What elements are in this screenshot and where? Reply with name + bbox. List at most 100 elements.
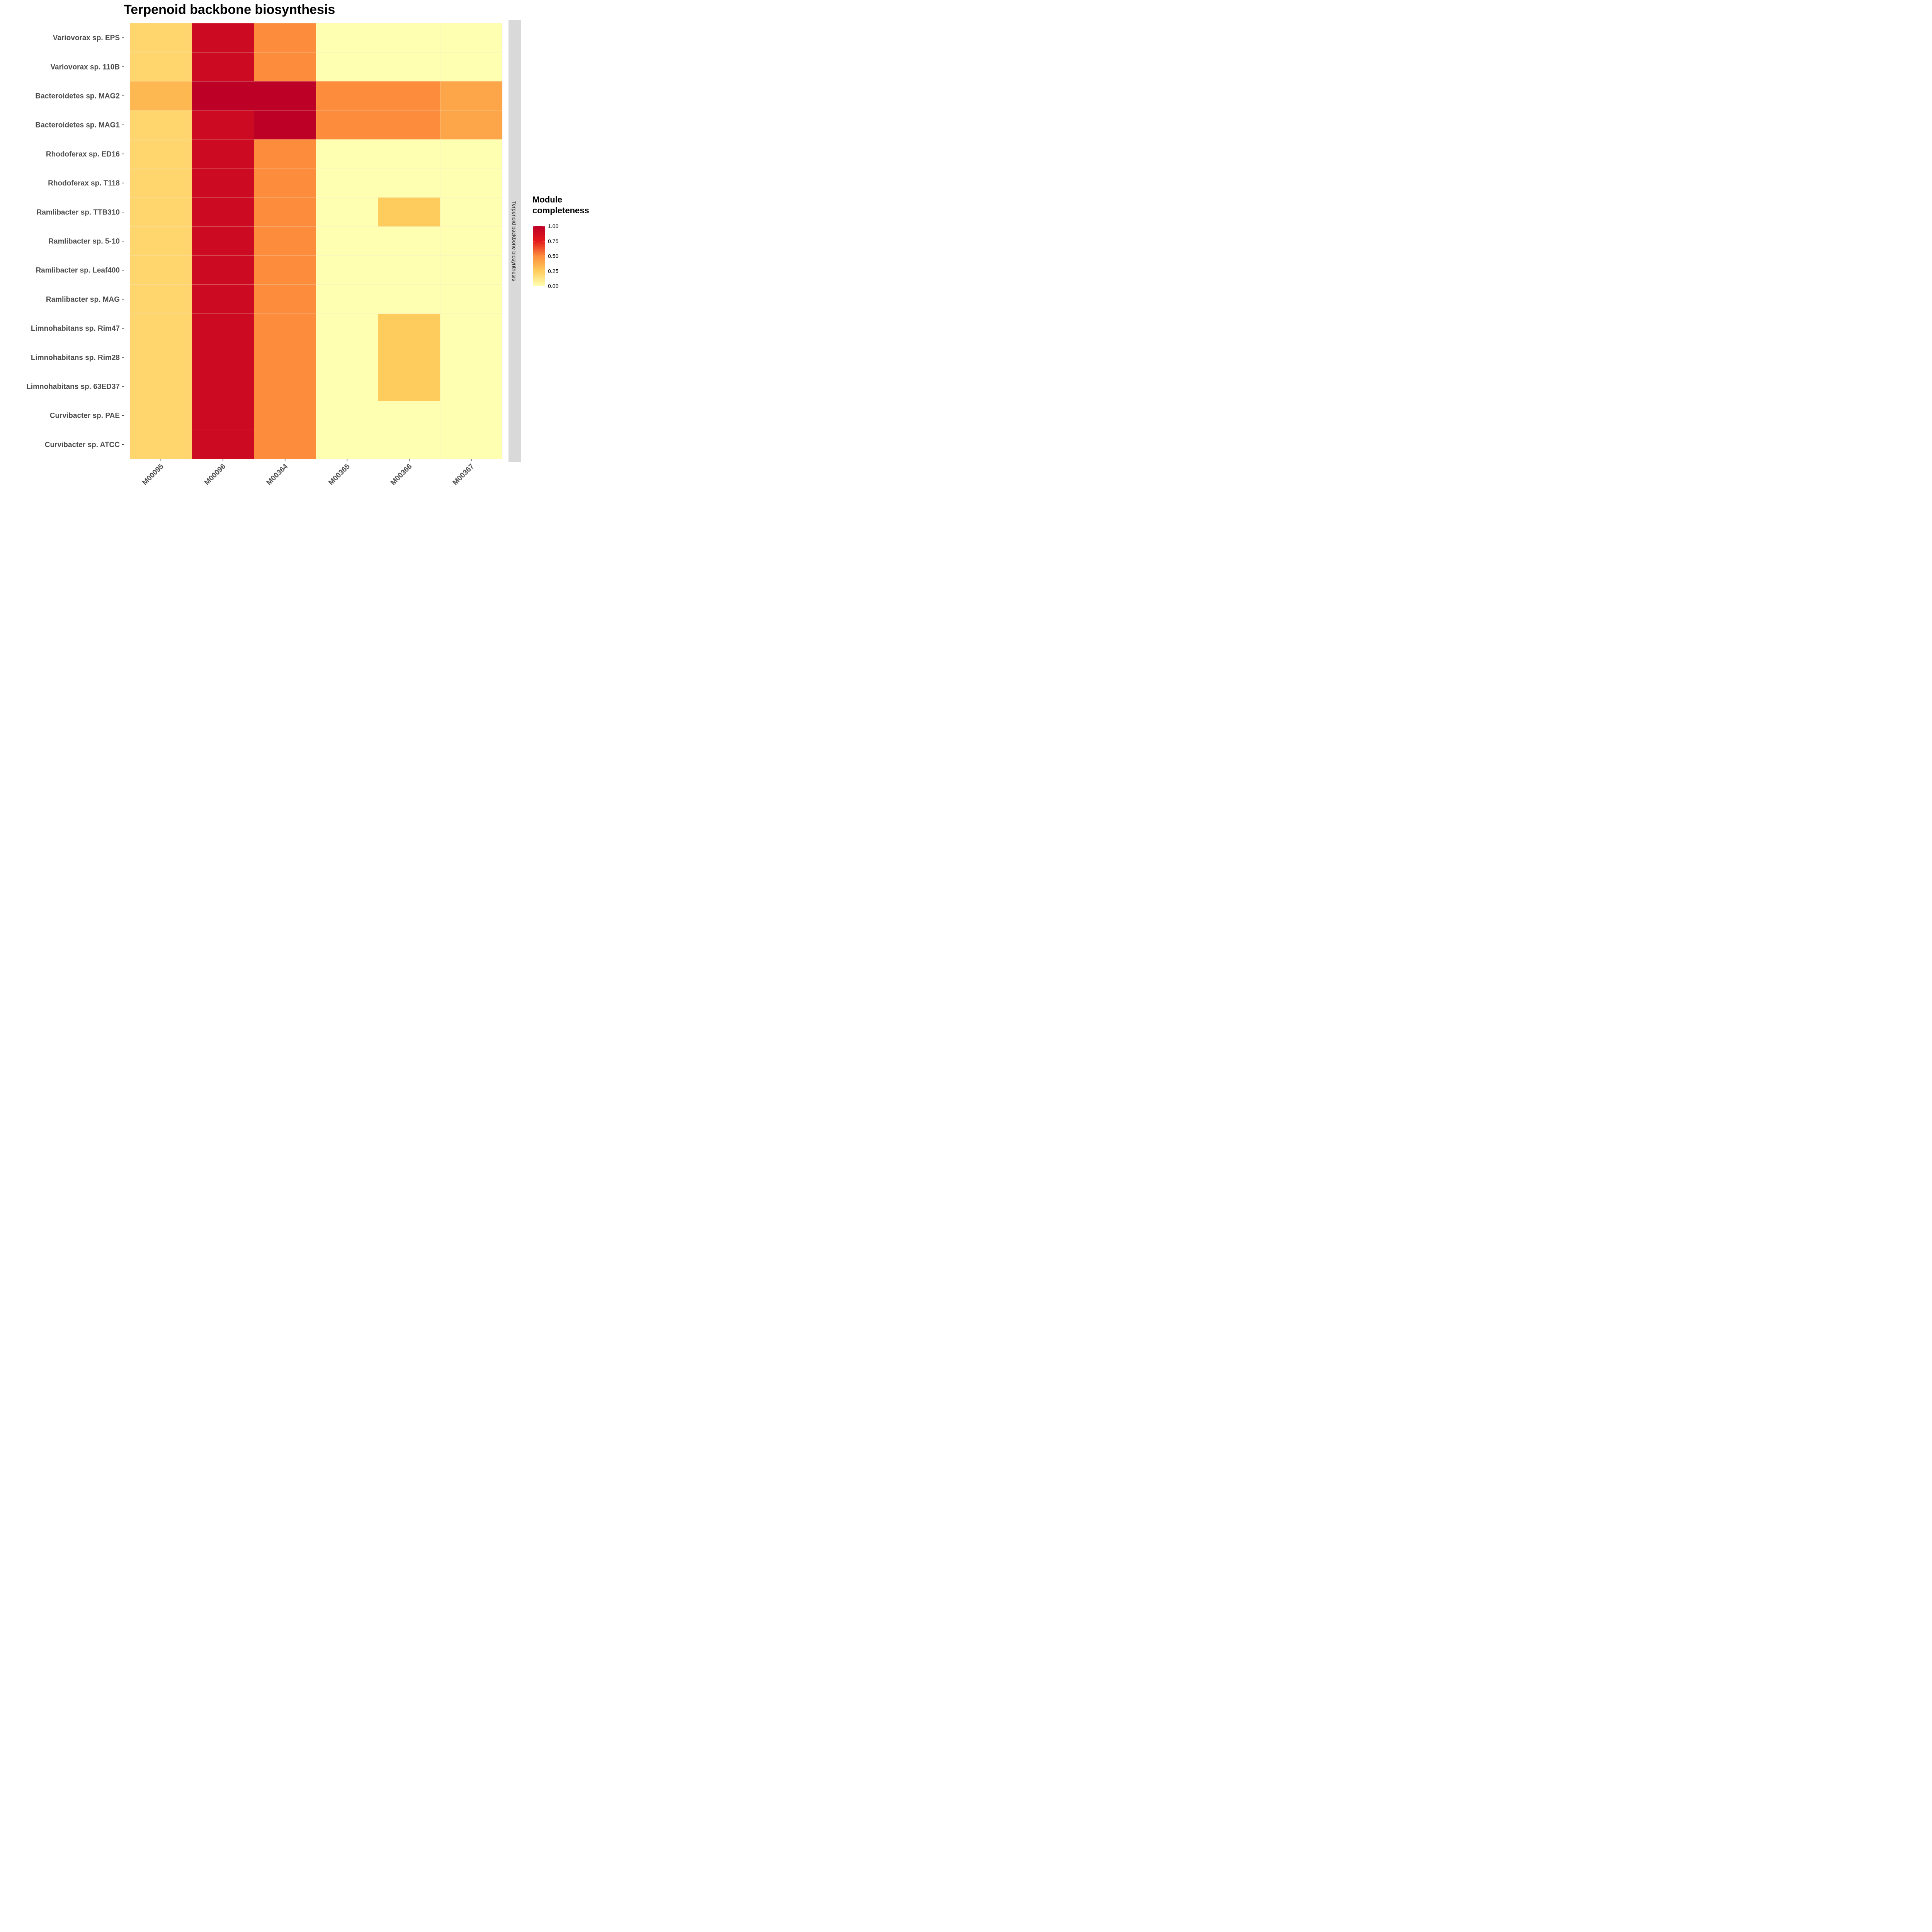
heatmap-cell xyxy=(254,23,316,53)
legend-title-line1: Module xyxy=(532,195,562,204)
heatmap-cell xyxy=(254,430,316,459)
legend-tick-label: 1.00 xyxy=(548,223,558,229)
heatmap-cell xyxy=(378,52,440,82)
heatmap-cell xyxy=(192,430,254,459)
heatmap-cell xyxy=(316,313,378,343)
y-tick-label: Rhodoferax sp. T118 xyxy=(48,179,120,187)
heatmap-cell xyxy=(316,226,378,256)
heatmap-cell xyxy=(192,168,254,198)
x-axis: M00095 M00096 M00364 M00365 M00366 M00367 xyxy=(141,459,476,487)
heatmap-cell xyxy=(316,168,378,198)
heatmap-cell xyxy=(440,110,503,139)
heatmap-cell xyxy=(254,313,316,343)
heatmap-cell xyxy=(440,372,503,401)
heatmap-cell xyxy=(129,23,192,53)
x-tick-label: M00367 xyxy=(451,463,476,487)
heatmap-cell xyxy=(378,197,440,227)
heatmap-cell xyxy=(440,52,503,82)
y-axis: Variovorax sp. EPS Variovorax sp. 110B Bac… xyxy=(26,34,124,449)
heatmap-cell xyxy=(129,168,192,198)
heatmap-cell xyxy=(129,372,192,401)
heatmap-cell xyxy=(378,430,440,459)
heatmap-cell xyxy=(192,139,254,169)
heatmap-cell xyxy=(378,226,440,256)
heatmap-cell xyxy=(254,197,316,227)
heatmap-cell xyxy=(129,81,192,111)
heatmap-cell xyxy=(316,255,378,285)
heatmap-cell xyxy=(316,110,378,139)
heatmap-cell xyxy=(192,372,254,401)
heatmap-cell xyxy=(192,255,254,285)
heatmap-cell xyxy=(378,401,440,430)
heatmap-cell xyxy=(378,343,440,372)
heatmap-cell xyxy=(440,226,503,256)
heatmap-cell xyxy=(440,168,503,198)
facet-strip: Terpenoid backbone biosynthesis xyxy=(509,20,521,462)
legend-tick-label: 0.25 xyxy=(548,268,558,274)
y-tick-label: Ramlibacter sp. 5-10 xyxy=(48,238,120,246)
heatmap-cell xyxy=(316,52,378,82)
heatmap-chart: Terpenoid backbone biosynthesis Variovor… xyxy=(26,2,589,487)
heatmap-cell xyxy=(440,430,503,459)
heatmap-cell xyxy=(192,343,254,372)
heatmap-cell xyxy=(129,430,192,459)
y-tick-label: Rhodoferax sp. ED16 xyxy=(46,150,120,158)
heatmap-cell xyxy=(440,23,503,53)
heatmap-cell xyxy=(316,139,378,169)
heatmap-cell xyxy=(378,110,440,139)
y-tick-label: Curvibacter sp. ATCC xyxy=(45,441,120,449)
legend-tick-label: 0.75 xyxy=(548,238,558,244)
heatmap-cell xyxy=(316,401,378,430)
y-tick-label: Bacteroidetes sp. MAG2 xyxy=(35,92,120,100)
heatmap-cell xyxy=(254,401,316,430)
heatmap-cell xyxy=(440,255,503,285)
legend-tick-label: 0.00 xyxy=(548,283,558,289)
y-tick-label: Ramlibacter sp. MAG xyxy=(46,296,120,304)
heatmap-cell xyxy=(316,81,378,111)
heatmap-cell xyxy=(378,139,440,169)
heatmap-cell xyxy=(440,313,503,343)
heatmap-cell xyxy=(192,284,254,314)
chart-title: Terpenoid backbone biosynthesis xyxy=(124,2,335,17)
heatmap-cell xyxy=(440,343,503,372)
y-tick-label: Variovorax sp. EPS xyxy=(53,34,120,42)
heatmap-cell xyxy=(254,52,316,82)
heatmap-cell xyxy=(378,284,440,314)
heatmap-cell xyxy=(192,23,254,53)
heatmap-cell xyxy=(129,52,192,82)
heatmap-cell xyxy=(192,226,254,256)
heatmap-cell xyxy=(129,110,192,139)
heatmap-cell xyxy=(440,197,503,227)
y-tick-label: Ramlibacter sp. Leaf400 xyxy=(36,267,120,275)
x-tick-label: M00365 xyxy=(327,462,352,487)
facet-strip-label: Terpenoid backbone biosynthesis xyxy=(511,201,517,281)
heatmap-cell xyxy=(254,255,316,285)
heatmap-cell xyxy=(316,372,378,401)
heatmap-cell xyxy=(440,401,503,430)
heatmap-cell xyxy=(129,139,192,169)
heatmap-cell xyxy=(378,313,440,343)
heatmap-cell xyxy=(378,168,440,198)
heatmap-cell xyxy=(129,226,192,256)
heatmap-cell xyxy=(129,343,192,372)
heatmap-cell xyxy=(192,313,254,343)
heatmap-cell xyxy=(192,197,254,227)
heatmap-cell xyxy=(129,255,192,285)
x-tick-label: M00096 xyxy=(203,463,227,487)
x-tick-label: M00364 xyxy=(265,462,290,487)
heatmap-cell xyxy=(254,226,316,256)
heatmap-cell xyxy=(192,81,254,111)
heatmap-cell xyxy=(192,401,254,430)
heatmap-cell xyxy=(192,52,254,82)
legend-tick-label: 0.50 xyxy=(548,253,558,259)
y-tick-label: Ramlibacter sp. TTB310 xyxy=(37,208,120,216)
heatmap-cell xyxy=(316,23,378,53)
heatmap-cell xyxy=(254,110,316,139)
heatmap-cell xyxy=(192,110,254,139)
heatmap-cell xyxy=(254,284,316,314)
y-tick-label: Bacteroidetes sp. MAG1 xyxy=(35,121,120,129)
heatmap-cell xyxy=(254,81,316,111)
heatmap-cell xyxy=(440,139,503,169)
heatmap-cell xyxy=(378,255,440,285)
heatmap-cell xyxy=(129,313,192,343)
